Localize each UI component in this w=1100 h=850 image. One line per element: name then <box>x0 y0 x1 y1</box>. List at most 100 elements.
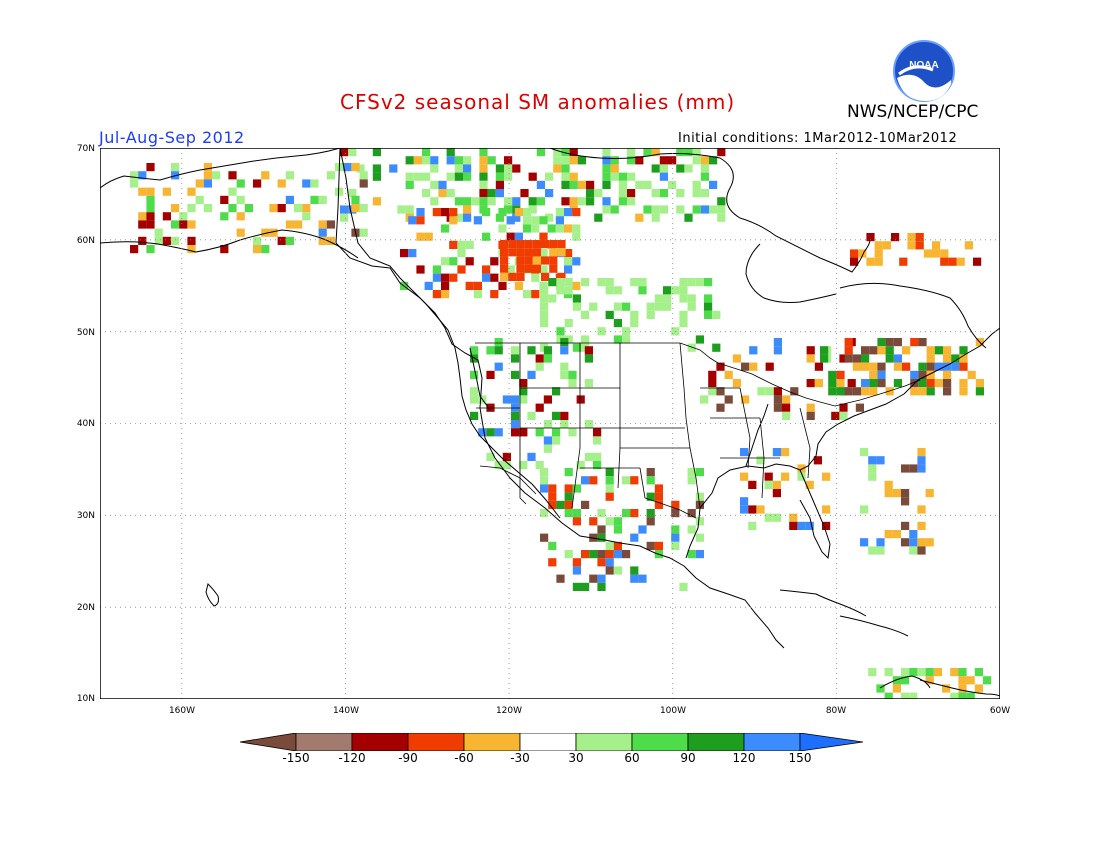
anomaly-cell <box>901 489 910 498</box>
anomaly-cell <box>486 452 495 461</box>
lat-label: 30N <box>76 511 95 521</box>
anomaly-cell <box>868 464 877 473</box>
anomaly-cell <box>638 574 647 583</box>
anomaly-cell <box>813 456 822 465</box>
colorbar-low-arrow <box>240 733 297 751</box>
anomaly-cell <box>597 509 606 518</box>
anomaly-cell <box>561 197 570 206</box>
anomaly-cell <box>627 148 636 157</box>
anomaly-cell <box>602 148 611 157</box>
anomaly-cell <box>584 452 593 461</box>
anomaly-cell <box>564 509 573 518</box>
anomaly-cell <box>850 249 859 258</box>
colorbar-high-arrow <box>799 733 864 751</box>
anomaly-cell <box>756 456 765 465</box>
anomaly-cell <box>676 189 685 198</box>
anomaly-cell <box>597 525 606 534</box>
anomaly-cell <box>740 472 749 481</box>
anomaly-cell <box>446 156 455 165</box>
anomaly-cell <box>545 213 554 222</box>
anomaly-cell <box>902 362 911 371</box>
anomaly-cell <box>146 195 155 204</box>
anomaly-cell <box>146 245 155 254</box>
anomaly-cell <box>717 213 726 222</box>
anomaly-cell <box>926 387 935 396</box>
anomaly-cell <box>782 395 791 404</box>
anomaly-cell <box>569 172 578 181</box>
anomaly-cell <box>959 362 968 371</box>
anomaly-cell <box>465 257 474 266</box>
anomaly-cell <box>556 278 565 287</box>
anomaly-cell <box>748 480 757 489</box>
anomaly-cell <box>757 387 766 396</box>
anomaly-cell <box>613 541 622 550</box>
anomaly-cell <box>372 164 381 173</box>
anomaly-cell <box>560 420 569 429</box>
anomaly-cell <box>500 256 509 265</box>
anomaly-cell <box>622 335 631 344</box>
anomaly-cell <box>630 509 639 518</box>
anomaly-cell <box>470 370 479 379</box>
anomaly-cell <box>432 290 441 299</box>
anomaly-cell <box>479 197 488 206</box>
anomaly-cell <box>765 362 774 371</box>
anomaly-cell <box>712 343 721 352</box>
lat-label: 60N <box>76 236 95 246</box>
anomaly-cell <box>253 179 262 188</box>
anomaly-cell <box>561 164 570 173</box>
anomaly-cell <box>716 362 725 371</box>
anomaly-cell <box>576 395 585 404</box>
anomaly-cell <box>618 189 627 198</box>
anomaly-cell <box>584 354 593 363</box>
anomaly-cell <box>627 172 636 181</box>
anomaly-cell <box>861 354 870 363</box>
anomaly-cell <box>536 197 545 206</box>
anomaly-cell <box>668 180 677 189</box>
colorbar-bin <box>687 733 745 751</box>
anomaly-cell <box>568 379 577 388</box>
anomaly-cell <box>638 286 647 295</box>
anomaly-cell <box>528 197 537 206</box>
anomaly-cell <box>220 212 229 221</box>
anomaly-cell <box>772 448 781 457</box>
anomaly-cell <box>516 272 525 281</box>
anomaly-cell <box>416 216 425 225</box>
anomaly-cell <box>465 281 474 290</box>
anomaly-cell <box>568 370 577 379</box>
anomaly-cell <box>740 497 749 506</box>
anomaly-cell <box>885 346 894 355</box>
anomaly-cell <box>397 205 406 214</box>
anomaly-cell <box>909 546 918 555</box>
anomaly-cell <box>531 216 540 225</box>
anomaly-cell <box>643 148 652 157</box>
anomaly-cell <box>717 205 726 214</box>
anomaly-cell <box>470 354 479 363</box>
colorbar-label: 150 <box>788 751 812 765</box>
lat-label: 70N <box>76 144 95 154</box>
anomaly-cell <box>294 220 303 229</box>
anomaly-cell <box>958 692 967 699</box>
anomaly-cell <box>974 684 983 693</box>
anomaly-cell <box>504 156 513 165</box>
anomaly-cell <box>463 213 472 222</box>
anomaly-cell <box>797 472 806 481</box>
anomaly-cell <box>822 505 831 514</box>
anomaly-cell <box>918 379 927 388</box>
anomaly-cell <box>543 346 552 355</box>
anomaly-cell <box>408 216 417 225</box>
lon-label: 80W <box>825 706 847 716</box>
colorbar-bin <box>407 733 465 751</box>
anomaly-cell <box>695 468 704 477</box>
anomaly-cell <box>814 362 823 371</box>
anomaly-cell <box>473 281 482 290</box>
anomaly-cell <box>724 370 733 379</box>
anomaly-cell <box>663 286 672 295</box>
anomaly-cell <box>511 354 520 363</box>
anomaly-cell <box>457 249 466 258</box>
anomaly-cell <box>540 533 549 542</box>
anomaly-cell <box>597 327 606 336</box>
anomaly-cell <box>261 171 270 180</box>
anomaly-cell <box>556 574 565 583</box>
anomaly-cell <box>695 492 704 501</box>
forecast-period: Jul-Aug-Sep 2012 <box>99 128 245 147</box>
